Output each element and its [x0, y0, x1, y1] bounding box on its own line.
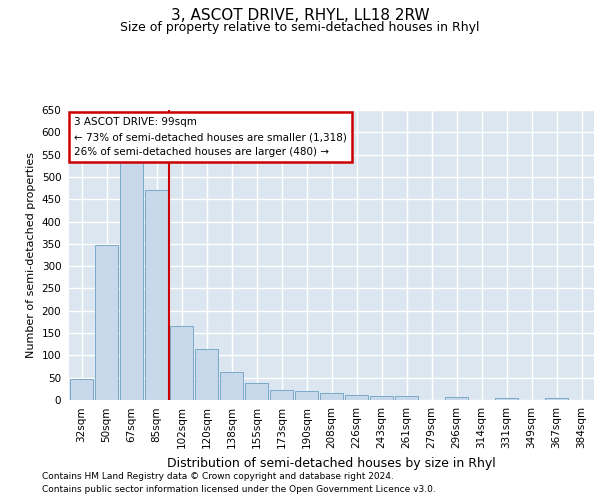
Bar — [320, 394, 343, 400]
Y-axis label: Number of semi-detached properties: Number of semi-detached properties — [26, 152, 36, 358]
Bar — [370, 396, 393, 400]
Bar — [145, 190, 168, 400]
X-axis label: Distribution of semi-detached houses by size in Rhyl: Distribution of semi-detached houses by … — [167, 456, 496, 469]
Text: 3, ASCOT DRIVE, RHYL, LL18 2RW: 3, ASCOT DRIVE, RHYL, LL18 2RW — [170, 8, 430, 22]
Bar — [395, 396, 418, 400]
Bar — [120, 160, 143, 400]
Bar — [195, 348, 218, 400]
Text: Contains HM Land Registry data © Crown copyright and database right 2024.: Contains HM Land Registry data © Crown c… — [42, 472, 394, 481]
Bar — [220, 372, 243, 400]
Bar — [95, 245, 118, 400]
Bar — [545, 398, 568, 400]
Bar — [345, 395, 368, 400]
Bar — [495, 398, 518, 400]
Text: Size of property relative to semi-detached houses in Rhyl: Size of property relative to semi-detach… — [120, 21, 480, 34]
Bar — [70, 379, 93, 400]
Bar — [270, 390, 293, 400]
Bar — [170, 326, 193, 400]
Bar — [295, 391, 318, 400]
Bar — [445, 397, 468, 400]
Bar — [245, 384, 268, 400]
Text: 3 ASCOT DRIVE: 99sqm
← 73% of semi-detached houses are smaller (1,318)
26% of se: 3 ASCOT DRIVE: 99sqm ← 73% of semi-detac… — [74, 117, 347, 157]
Text: Contains public sector information licensed under the Open Government Licence v3: Contains public sector information licen… — [42, 485, 436, 494]
